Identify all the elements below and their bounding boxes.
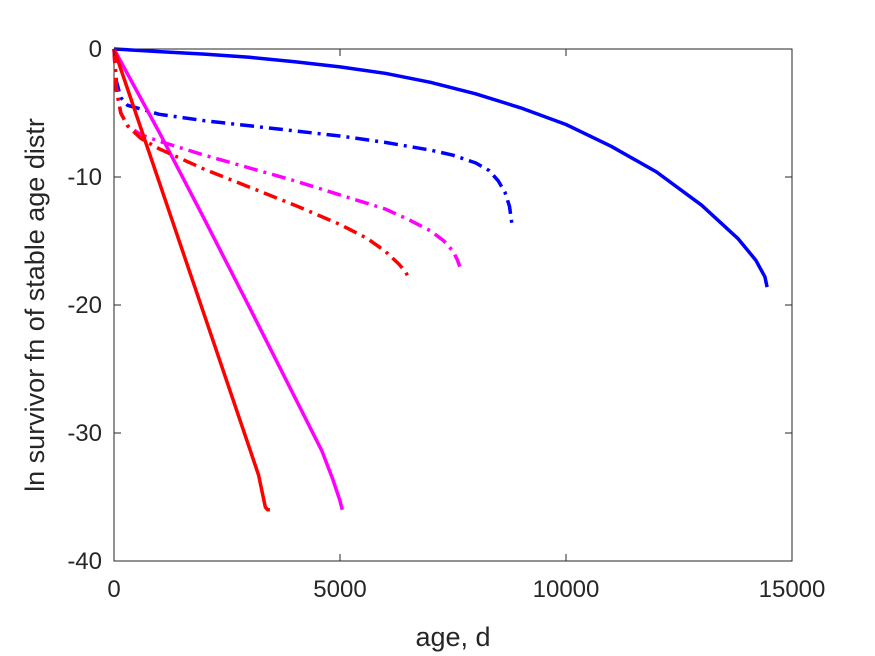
y-tick-label: -30 (67, 420, 102, 447)
x-tick-label: 5000 (313, 576, 366, 603)
tick-layer: 0 5000 10000 15000 0 -10 -20 -30 -40 (67, 36, 825, 603)
x-tick-label: 0 (107, 576, 120, 603)
y-tick-label: -10 (67, 164, 102, 191)
series-line-2 (112, 48, 514, 224)
series-line-3 (112, 48, 344, 511)
y-tick-label: -40 (67, 548, 102, 575)
series-line-5 (112, 48, 270, 512)
y-tick-label: -20 (67, 292, 102, 319)
series-layer (112, 47, 769, 512)
series-line-1 (113, 47, 769, 288)
y-axis-label: ln survivor fn of stable age distr (20, 118, 50, 492)
x-tick-label: 15000 (759, 576, 826, 603)
x-tick-label: 10000 (533, 576, 600, 603)
x-axis-label: age, d (415, 622, 490, 652)
series-line-6 (112, 48, 412, 282)
plot-area (113, 48, 793, 562)
y-tick-label: 0 (89, 36, 102, 63)
